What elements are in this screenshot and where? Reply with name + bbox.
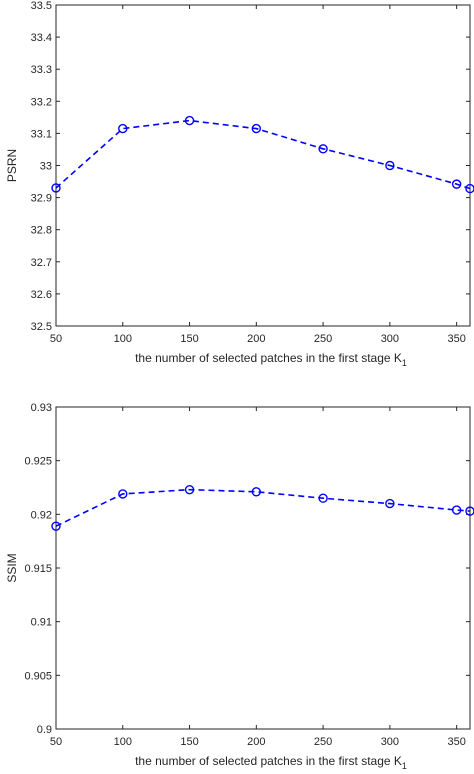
chart1-data-point (385, 160, 395, 171)
chart1-xtick-label: 200 (247, 333, 265, 345)
chart2-ytick-label: 0.92 (31, 509, 52, 521)
chart2-data-point (385, 498, 395, 509)
chart2-data-point (451, 505, 462, 515)
chart1-x-axis-label-subscript: 1 (402, 358, 407, 368)
chart1-x-axis-label: the number of selected patches in the fi… (135, 351, 407, 368)
chart2-data-point (184, 484, 195, 495)
chart1-ytick-label: 32.6 (31, 289, 52, 301)
chart2: 50 100 150 200 250 300 350 0.9 0.905 0.91 0.915 0.9… (5, 402, 474, 771)
chart2-ytick-label: 0.905 (24, 670, 52, 682)
chart2-ytick-label: 0.93 (31, 402, 52, 414)
chart1-xtick-label: 50 (50, 333, 62, 345)
chart1-x-axis-label-text: the number of selected patches in the fi… (135, 351, 402, 365)
chart1-ytick-label: 32.7 (31, 257, 52, 269)
chart1-ytick-label: 33.4 (31, 32, 52, 44)
chart1: 50 100 150 200 250 300 350 32.5 32.6 32.7 32.8 32.9… (5, 0, 474, 368)
chart2-xtick-label: 150 (180, 736, 198, 748)
chart2-data-point (318, 493, 328, 503)
chart1-series-line (55, 119, 471, 190)
chart2-data-point (51, 521, 61, 531)
chart1-ytick-label: 33.1 (31, 128, 52, 140)
chart2-y-axis-label: SSIM (5, 553, 19, 582)
chart2-x-axis-label-text: the number of selected patches in the fi… (135, 754, 402, 768)
chart1-y-axis-label: PSRN (5, 149, 19, 182)
chart2-data-point (251, 487, 262, 497)
chart2-x-axis-label: the number of selected patches in the fi… (135, 754, 407, 771)
chart1-data-point (118, 123, 128, 134)
chart1-data-point (451, 179, 462, 189)
chart2-data-point (465, 506, 474, 516)
chart1-ytick-label: 33.5 (31, 0, 52, 12)
chart1-xtick-label: 250 (314, 333, 332, 345)
chart2-xtick-label: 350 (447, 736, 465, 748)
chart2-xtick-label: 200 (247, 736, 265, 748)
chart1-ytick-label: 32.8 (31, 225, 52, 237)
chart1-data-point (465, 183, 474, 194)
chart1-xtick-label: 100 (114, 333, 132, 345)
chart2-ytick-label: 0.91 (31, 617, 52, 629)
chart1-xtick-label: 350 (447, 333, 465, 345)
chart1-xtick-label: 300 (381, 333, 399, 345)
chart1-data-point (51, 183, 61, 193)
chart2-xtick-label: 300 (381, 736, 399, 748)
chart2-xtick-label: 250 (314, 736, 332, 748)
chart1-plot-area (55, 4, 471, 327)
chart2-xtick-label: 50 (50, 736, 62, 748)
chart1-xtick-label: 150 (180, 333, 198, 345)
chart2-xtick-label: 100 (114, 736, 132, 748)
chart2-data-point (118, 489, 128, 499)
chart1-ytick-label: 33.2 (31, 96, 52, 108)
chart1-data-point (251, 123, 262, 134)
chart1-data-point (318, 144, 328, 154)
chart2-plot-area (55, 406, 471, 730)
chart1-ytick-label: 32.9 (31, 193, 52, 205)
chart2-x-axis-label-subscript: 1 (402, 761, 407, 771)
chart2-ytick-label: 0.915 (24, 563, 52, 575)
chart2-series-line (55, 488, 471, 527)
chart1-ytick-label: 33.3 (31, 64, 52, 76)
chart1-ytick-label: 32.5 (31, 321, 52, 333)
chart2-ytick-label: 0.925 (24, 456, 52, 468)
chart2-ytick-label: 0.9 (37, 724, 52, 736)
chart1-ytick-label: 33 (40, 161, 52, 173)
chart1-data-point (184, 115, 195, 126)
